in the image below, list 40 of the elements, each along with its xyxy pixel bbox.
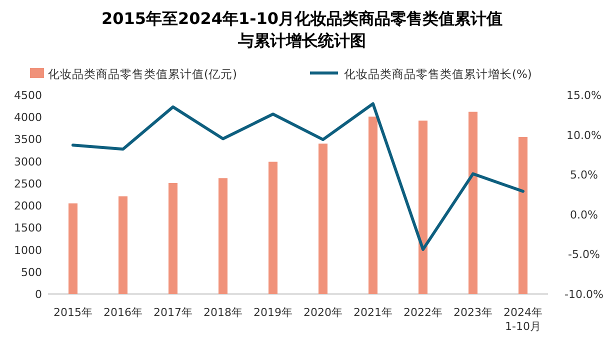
y-tick-label: 4000: [14, 111, 42, 124]
x-tick-label: 2017年: [154, 306, 192, 319]
y2-tick-label: 15.0%: [566, 89, 602, 102]
chart-title: 2015年至2024年1-10月化妆品类商品零售类值累计值与累计增长统计图: [101, 9, 503, 50]
y-tick-label: 2000: [14, 200, 42, 213]
bar: [118, 196, 128, 294]
x-tick-label: 2019年: [254, 306, 292, 319]
line-series: [72, 102, 524, 251]
y2-tick-label: -10.0%: [564, 288, 604, 301]
x-tick-label: 2016年: [104, 306, 142, 319]
bar: [68, 203, 78, 294]
y-tick-label: 4500: [14, 89, 42, 102]
y-tick-label: 0: [35, 288, 42, 301]
x-tick-label: 2015年: [54, 306, 92, 319]
y-tick-label: 3500: [14, 133, 42, 146]
x-tick-label: 2024年 1-10月: [504, 306, 542, 333]
y2-tick-label: 10.0%: [566, 128, 602, 142]
y-tick-label: 500: [21, 266, 42, 279]
x-tick-label: 2023年: [454, 306, 492, 319]
bar: [368, 116, 378, 294]
bar: [318, 144, 328, 294]
y-tick-label: 3000: [14, 155, 42, 168]
bar: [268, 162, 278, 294]
legend-label: 化妆品类商品零售类值累计增长(%): [344, 67, 532, 81]
bar: [218, 178, 228, 294]
bar: [518, 137, 528, 294]
y-tick-label: 1500: [14, 222, 42, 235]
y2-tick-label: 0.0%: [570, 208, 598, 222]
y-tick-label: 2500: [14, 177, 42, 190]
y-tick-label: 1000: [14, 244, 42, 257]
x-tick-label: 2022年: [404, 306, 442, 319]
bar: [418, 120, 428, 294]
y2-tick-label: 5.0%: [570, 168, 598, 182]
bar: [168, 183, 178, 294]
y2-tick-label: -5.0%: [568, 248, 600, 262]
x-tick-label: 2018年: [204, 306, 242, 319]
x-tick-label: 2020年: [304, 306, 342, 319]
bar: [468, 112, 478, 294]
legend-label: 化妆品类商品零售类值累计值(亿元): [48, 67, 237, 81]
x-tick-label: 2021年: [354, 306, 392, 319]
